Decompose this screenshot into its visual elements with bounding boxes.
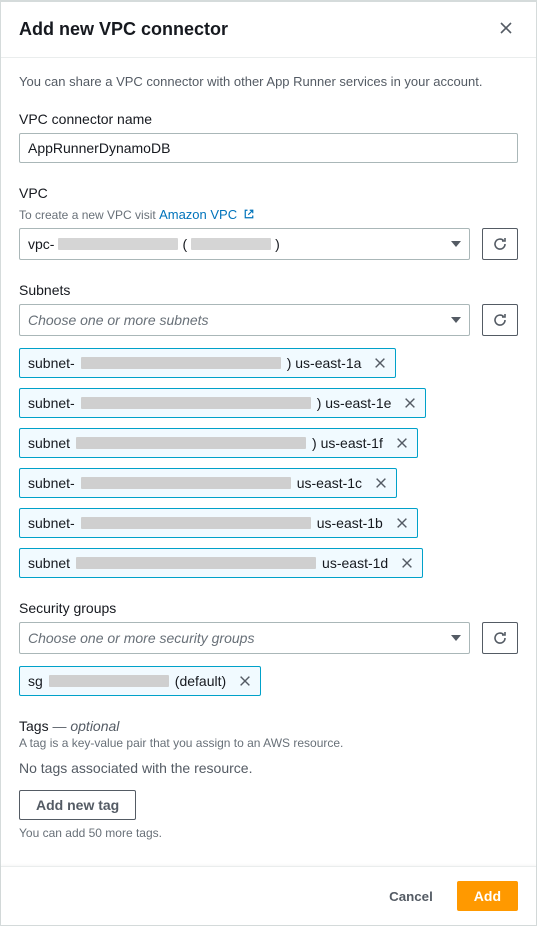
redacted-block: [76, 437, 306, 449]
subnets-group: Subnets Choose one or more subnets subne…: [19, 282, 518, 578]
vpc-hint-text: To create a new VPC visit: [19, 208, 159, 222]
remove-sg-button[interactable]: [238, 674, 252, 688]
remove-subnet-button[interactable]: [395, 436, 409, 450]
vpc-select[interactable]: vpc- ( ): [19, 228, 470, 260]
subnet-prefix: subnet: [28, 435, 70, 451]
close-button[interactable]: [494, 16, 518, 43]
connector-name-label: VPC connector name: [19, 111, 518, 127]
modal-body: You can share a VPC connector with other…: [1, 58, 536, 866]
subnet-chip: subnet us-east-1d: [19, 548, 423, 578]
redacted-block: [49, 675, 169, 687]
tags-label: Tags — optional: [19, 718, 518, 734]
redacted-block: [76, 557, 316, 569]
subnet-az: us-east-1b: [317, 515, 383, 531]
refresh-icon: [492, 312, 508, 328]
chevron-down-icon: [451, 241, 461, 247]
redacted-block: [81, 517, 311, 529]
vpc-hint: To create a new VPC visit Amazon VPC: [19, 207, 518, 222]
chevron-down-icon: [451, 317, 461, 323]
close-icon: [498, 20, 514, 36]
subnet-chip: subnet-us-east-1c: [19, 468, 397, 498]
subnet-chip: subnet-us-east-1b: [19, 508, 418, 538]
subnet-prefix: subnet-: [28, 355, 75, 371]
add-new-tag-button[interactable]: Add new tag: [19, 790, 136, 820]
redacted-block: [58, 238, 178, 250]
subnet-az: us-east-1d: [322, 555, 388, 571]
sg-prefix: sg: [28, 673, 43, 689]
subnet-chip: subnet- ) us-east-1e: [19, 388, 426, 418]
tags-empty-text: No tags associated with the resource.: [19, 760, 518, 776]
vpc-selected-value: vpc- ( ): [28, 236, 280, 252]
tags-group: Tags — optional A tag is a key-value pai…: [19, 718, 518, 840]
subnets-label: Subnets: [19, 282, 518, 298]
subnet-az: ) us-east-1f: [312, 435, 383, 451]
subnets-select[interactable]: Choose one or more subnets: [19, 304, 470, 336]
external-link-icon: [243, 208, 255, 220]
modal-title: Add new VPC connector: [19, 19, 228, 40]
subnet-chip: subnet ) us-east-1f: [19, 428, 418, 458]
chevron-down-icon: [451, 635, 461, 641]
connector-name-input[interactable]: [19, 133, 518, 163]
subnets-refresh-button[interactable]: [482, 304, 518, 336]
security-groups-refresh-button[interactable]: [482, 622, 518, 654]
intro-text: You can share a VPC connector with other…: [19, 74, 518, 89]
refresh-icon: [492, 630, 508, 646]
add-vpc-connector-modal: Add new VPC connector You can share a VP…: [0, 0, 537, 926]
subnet-chip: subnet- ) us-east-1a: [19, 348, 396, 378]
redacted-block: [81, 357, 281, 369]
modal-footer: Cancel Add: [1, 866, 536, 925]
redacted-block: [191, 238, 271, 250]
modal-header: Add new VPC connector: [1, 2, 536, 58]
vpc-refresh-button[interactable]: [482, 228, 518, 260]
subnet-prefix: subnet-: [28, 395, 75, 411]
cancel-button[interactable]: Cancel: [373, 881, 449, 911]
amazon-vpc-link[interactable]: Amazon VPC: [159, 207, 255, 222]
vpc-label: VPC: [19, 185, 518, 201]
subnet-az: ) us-east-1e: [317, 395, 392, 411]
refresh-icon: [492, 236, 508, 252]
subnet-az: us-east-1c: [297, 475, 362, 491]
tags-hint: You can add 50 more tags.: [19, 826, 518, 840]
redacted-block: [81, 397, 311, 409]
security-groups-placeholder: Choose one or more security groups: [28, 630, 254, 646]
add-button[interactable]: Add: [457, 881, 518, 911]
security-groups-select[interactable]: Choose one or more security groups: [19, 622, 470, 654]
security-groups-group: Security groups Choose one or more secur…: [19, 600, 518, 696]
redacted-block: [81, 477, 291, 489]
subnet-az: ) us-east-1a: [287, 355, 362, 371]
remove-subnet-button[interactable]: [374, 476, 388, 490]
sg-chips: sg (default): [19, 666, 518, 696]
security-group-chip: sg (default): [19, 666, 261, 696]
connector-name-group: VPC connector name: [19, 111, 518, 163]
subnets-placeholder: Choose one or more subnets: [28, 312, 209, 328]
subnet-chips: subnet-) us-east-1asubnet-) us-east-1esu…: [19, 348, 518, 578]
subnet-prefix: subnet: [28, 555, 70, 571]
tags-description: A tag is a key-value pair that you assig…: [19, 736, 518, 750]
subnet-prefix: subnet-: [28, 515, 75, 531]
remove-subnet-button[interactable]: [395, 516, 409, 530]
remove-subnet-button[interactable]: [373, 356, 387, 370]
vpc-group: VPC To create a new VPC visit Amazon VPC…: [19, 185, 518, 260]
subnet-prefix: subnet-: [28, 475, 75, 491]
sg-suffix: (default): [175, 673, 226, 689]
remove-subnet-button[interactable]: [403, 396, 417, 410]
remove-subnet-button[interactable]: [400, 556, 414, 570]
security-groups-label: Security groups: [19, 600, 518, 616]
